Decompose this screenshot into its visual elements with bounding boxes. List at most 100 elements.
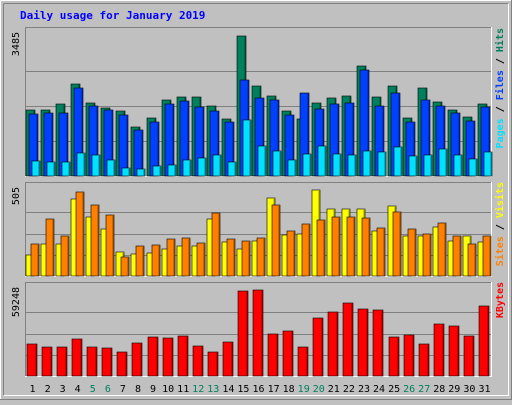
bar-sites-day-17	[271, 204, 281, 277]
bar-sites-day-14	[226, 238, 236, 277]
day-label-26: 26	[403, 384, 415, 395]
bar-pages-day-24	[377, 151, 387, 177]
chart-title: Daily usage for January 2019	[20, 9, 205, 22]
bar-kbytes-day-5	[86, 346, 98, 377]
day-label-2: 2	[45, 384, 51, 395]
bar-kbytes-day-2	[41, 346, 53, 377]
bar-pages-day-8	[136, 168, 146, 177]
day-label-21: 21	[328, 384, 340, 395]
axis-max-label: 59248	[11, 287, 22, 317]
day-label-14: 14	[222, 384, 234, 395]
bar-pages-day-31	[483, 151, 493, 177]
bar-sites-day-23	[361, 217, 371, 277]
bar-kbytes-day-19	[297, 346, 309, 377]
bar-kbytes-day-30	[463, 335, 475, 377]
bar-kbytes-day-28	[433, 323, 445, 377]
legend-part: /	[495, 100, 506, 118]
bar-sites-day-7	[120, 256, 130, 277]
bar-kbytes-day-20	[312, 317, 324, 377]
bar-pages-day-9	[152, 165, 162, 177]
day-label-6: 6	[105, 384, 111, 395]
bar-pages-day-14	[227, 161, 237, 177]
bar-pages-day-7	[121, 167, 131, 177]
bar-sites-day-20	[316, 219, 326, 277]
bar-kbytes-day-25	[388, 336, 400, 377]
bar-sites-day-29	[452, 235, 462, 277]
axis-max-label: 505	[11, 187, 22, 205]
day-label-20: 20	[313, 384, 325, 395]
bar-kbytes-day-10	[162, 337, 174, 377]
bar-sites-day-18	[286, 230, 296, 277]
day-label-27: 27	[418, 384, 430, 395]
day-label-22: 22	[343, 384, 355, 395]
bar-kbytes-day-13	[207, 351, 219, 377]
bar-pages-day-21	[332, 153, 342, 177]
bar-kbytes-day-6	[101, 347, 113, 377]
bar-kbytes-day-7	[116, 351, 128, 377]
bar-pages-day-25	[393, 146, 403, 177]
bar-pages-day-4	[76, 152, 86, 177]
day-label-19: 19	[298, 384, 310, 395]
day-label-24: 24	[373, 384, 385, 395]
legend-part: KBytes	[495, 282, 506, 318]
day-label-29: 29	[448, 384, 460, 395]
bar-pages-day-1	[31, 160, 41, 177]
bar-pages-day-3	[61, 161, 71, 177]
bar-sites-day-11	[181, 237, 191, 277]
bar-pages-day-23	[362, 150, 372, 177]
bar-kbytes-day-11	[177, 335, 189, 377]
bar-sites-day-12	[196, 242, 206, 277]
bar-kbytes-day-16	[252, 289, 264, 377]
bar-sites-day-9	[151, 244, 161, 277]
bar-pages-day-18	[287, 159, 297, 177]
legend: KBytes	[495, 282, 506, 318]
bar-kbytes-day-26	[403, 334, 415, 377]
bar-pages-day-6	[106, 159, 116, 177]
day-label-9: 9	[150, 384, 156, 395]
bar-sites-day-21	[331, 216, 341, 277]
day-label-13: 13	[207, 384, 219, 395]
day-label-3: 3	[60, 384, 66, 395]
chart-panels: 3485 Pages / Files / Hits 505 Sites / Visit…	[11, 27, 506, 377]
day-label-25: 25	[388, 384, 400, 395]
bar-pages-day-5	[91, 154, 101, 177]
bar-sites-day-28	[437, 222, 447, 277]
series-pages	[31, 119, 493, 177]
legend-part: Hits	[494, 28, 506, 52]
day-label-31: 31	[478, 384, 490, 395]
bar-kbytes-day-29	[448, 325, 460, 377]
panel-hits-files-pages: 3485 Pages / Files / Hits	[11, 27, 506, 177]
bar-sites-day-1	[30, 243, 40, 277]
day-label-7: 7	[120, 384, 126, 395]
bar-pages-day-27	[423, 154, 433, 177]
day-label-23: 23	[358, 384, 370, 395]
bar-pages-day-13	[212, 154, 222, 177]
bar-kbytes-day-18	[282, 330, 294, 377]
bar-sites-day-15	[241, 240, 251, 277]
legend-part: /	[495, 218, 506, 236]
bar-sites-day-16	[256, 237, 266, 277]
bar-pages-day-19	[302, 153, 312, 177]
axis-max-label: 3485	[11, 32, 22, 56]
bar-sites-day-8	[135, 245, 145, 277]
series-sites	[30, 191, 492, 277]
bar-kbytes-day-17	[267, 333, 279, 377]
bar-sites-day-10	[166, 238, 176, 277]
bar-kbytes-day-9	[147, 336, 159, 377]
bar-sites-day-5	[90, 204, 100, 277]
day-label-4: 4	[75, 384, 81, 395]
legend: Sites / Visits	[494, 182, 506, 266]
bar-sites-day-25	[392, 211, 402, 277]
bar-kbytes-day-1	[26, 343, 38, 377]
bar-kbytes-day-22	[342, 302, 354, 377]
bar-pages-day-29	[453, 154, 463, 177]
bar-kbytes-day-21	[327, 311, 339, 377]
legend-part: /	[495, 52, 506, 70]
day-label-11: 11	[177, 384, 189, 395]
day-labels: 1 2 3 4 5 6 7 8 9 10 11 12 13 14 15 16 17 18 19 20 21 22 23 24 2…	[29, 384, 490, 395]
bar-sites-day-22	[346, 216, 356, 277]
day-label-18: 18	[283, 384, 295, 395]
day-label-1: 1	[29, 384, 35, 395]
day-label-8: 8	[135, 384, 141, 395]
